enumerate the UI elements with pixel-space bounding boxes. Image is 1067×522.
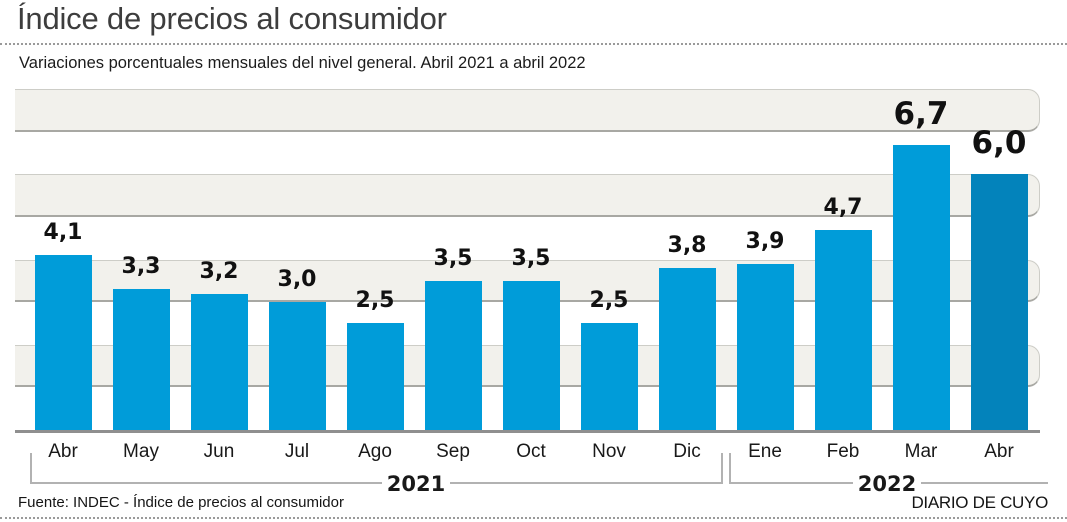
x-axis-tick-label: Abr	[984, 441, 1014, 462]
x-axis-tick-label: Jun	[203, 441, 235, 462]
year-bracket-line	[450, 482, 723, 484]
bar	[190, 294, 248, 430]
x-axis-tick-label: Ago	[358, 441, 392, 462]
x-axis-tick-label: Feb	[826, 441, 860, 462]
bar	[658, 268, 716, 430]
x-axis-tick-label: Nov	[592, 441, 626, 462]
x-axis-tick-label: Mar	[904, 441, 938, 462]
bar	[580, 323, 638, 430]
year-bracket-line	[921, 482, 1048, 484]
year-label: 2021	[386, 472, 446, 496]
bar-value-label: 3,2	[199, 259, 239, 284]
x-axis-tick-label: Dic	[673, 441, 701, 462]
x-axis-tick-label: Oct	[516, 441, 546, 462]
x-axis-tick-label: Ene	[748, 441, 782, 462]
year-bracket-tick	[729, 453, 731, 482]
bar-value-label: 4,1	[43, 220, 83, 245]
bar	[268, 302, 326, 430]
year-bracket-tick	[30, 453, 32, 482]
bar-value-label: 3,3	[121, 254, 161, 279]
bar-value-label: 2,5	[355, 288, 395, 313]
page-subtitle: Variaciones porcentuales mensuales del n…	[19, 54, 586, 72]
publisher-credit: DIARIO DE CUYO	[911, 493, 1048, 512]
bar-value-label: 2,5	[589, 288, 629, 313]
year-bracket-line	[30, 482, 382, 484]
x-axis-tick-label: Abr	[48, 441, 78, 462]
bar-value-label: 4,7	[823, 195, 863, 220]
bar	[970, 174, 1028, 430]
bar	[502, 281, 560, 430]
source-note: Fuente: INDEC - Índice de precios al con…	[18, 494, 344, 511]
x-axis-line	[15, 430, 1040, 433]
bar-value-label: 6,7	[893, 96, 949, 132]
bar-value-label: 3,0	[277, 267, 317, 292]
bar-value-label: 3,8	[667, 233, 707, 258]
bar	[34, 255, 92, 430]
bar-value-label: 3,5	[511, 246, 551, 271]
bar-value-label: 3,5	[433, 246, 473, 271]
bar	[424, 281, 482, 430]
title-divider	[0, 43, 1067, 45]
year-bracket-line	[729, 482, 853, 484]
bar	[892, 145, 950, 430]
grid-band	[15, 174, 1040, 217]
x-axis-tick-label: May	[123, 441, 159, 462]
bar	[346, 323, 404, 430]
year-bracket-tick	[721, 453, 723, 482]
bar	[112, 289, 170, 430]
year-label: 2022	[857, 472, 917, 496]
x-axis-tick-label: Sep	[436, 441, 470, 462]
bar-value-label: 6,0	[971, 125, 1027, 161]
page-title: Índice de precios al consumidor	[17, 1, 447, 36]
x-axis-tick-label: Jul	[284, 441, 310, 462]
bar-value-label: 3,9	[745, 229, 785, 254]
footer-divider	[0, 517, 1067, 519]
bar	[736, 264, 794, 430]
bar	[814, 230, 872, 430]
grid-band	[15, 89, 1040, 132]
